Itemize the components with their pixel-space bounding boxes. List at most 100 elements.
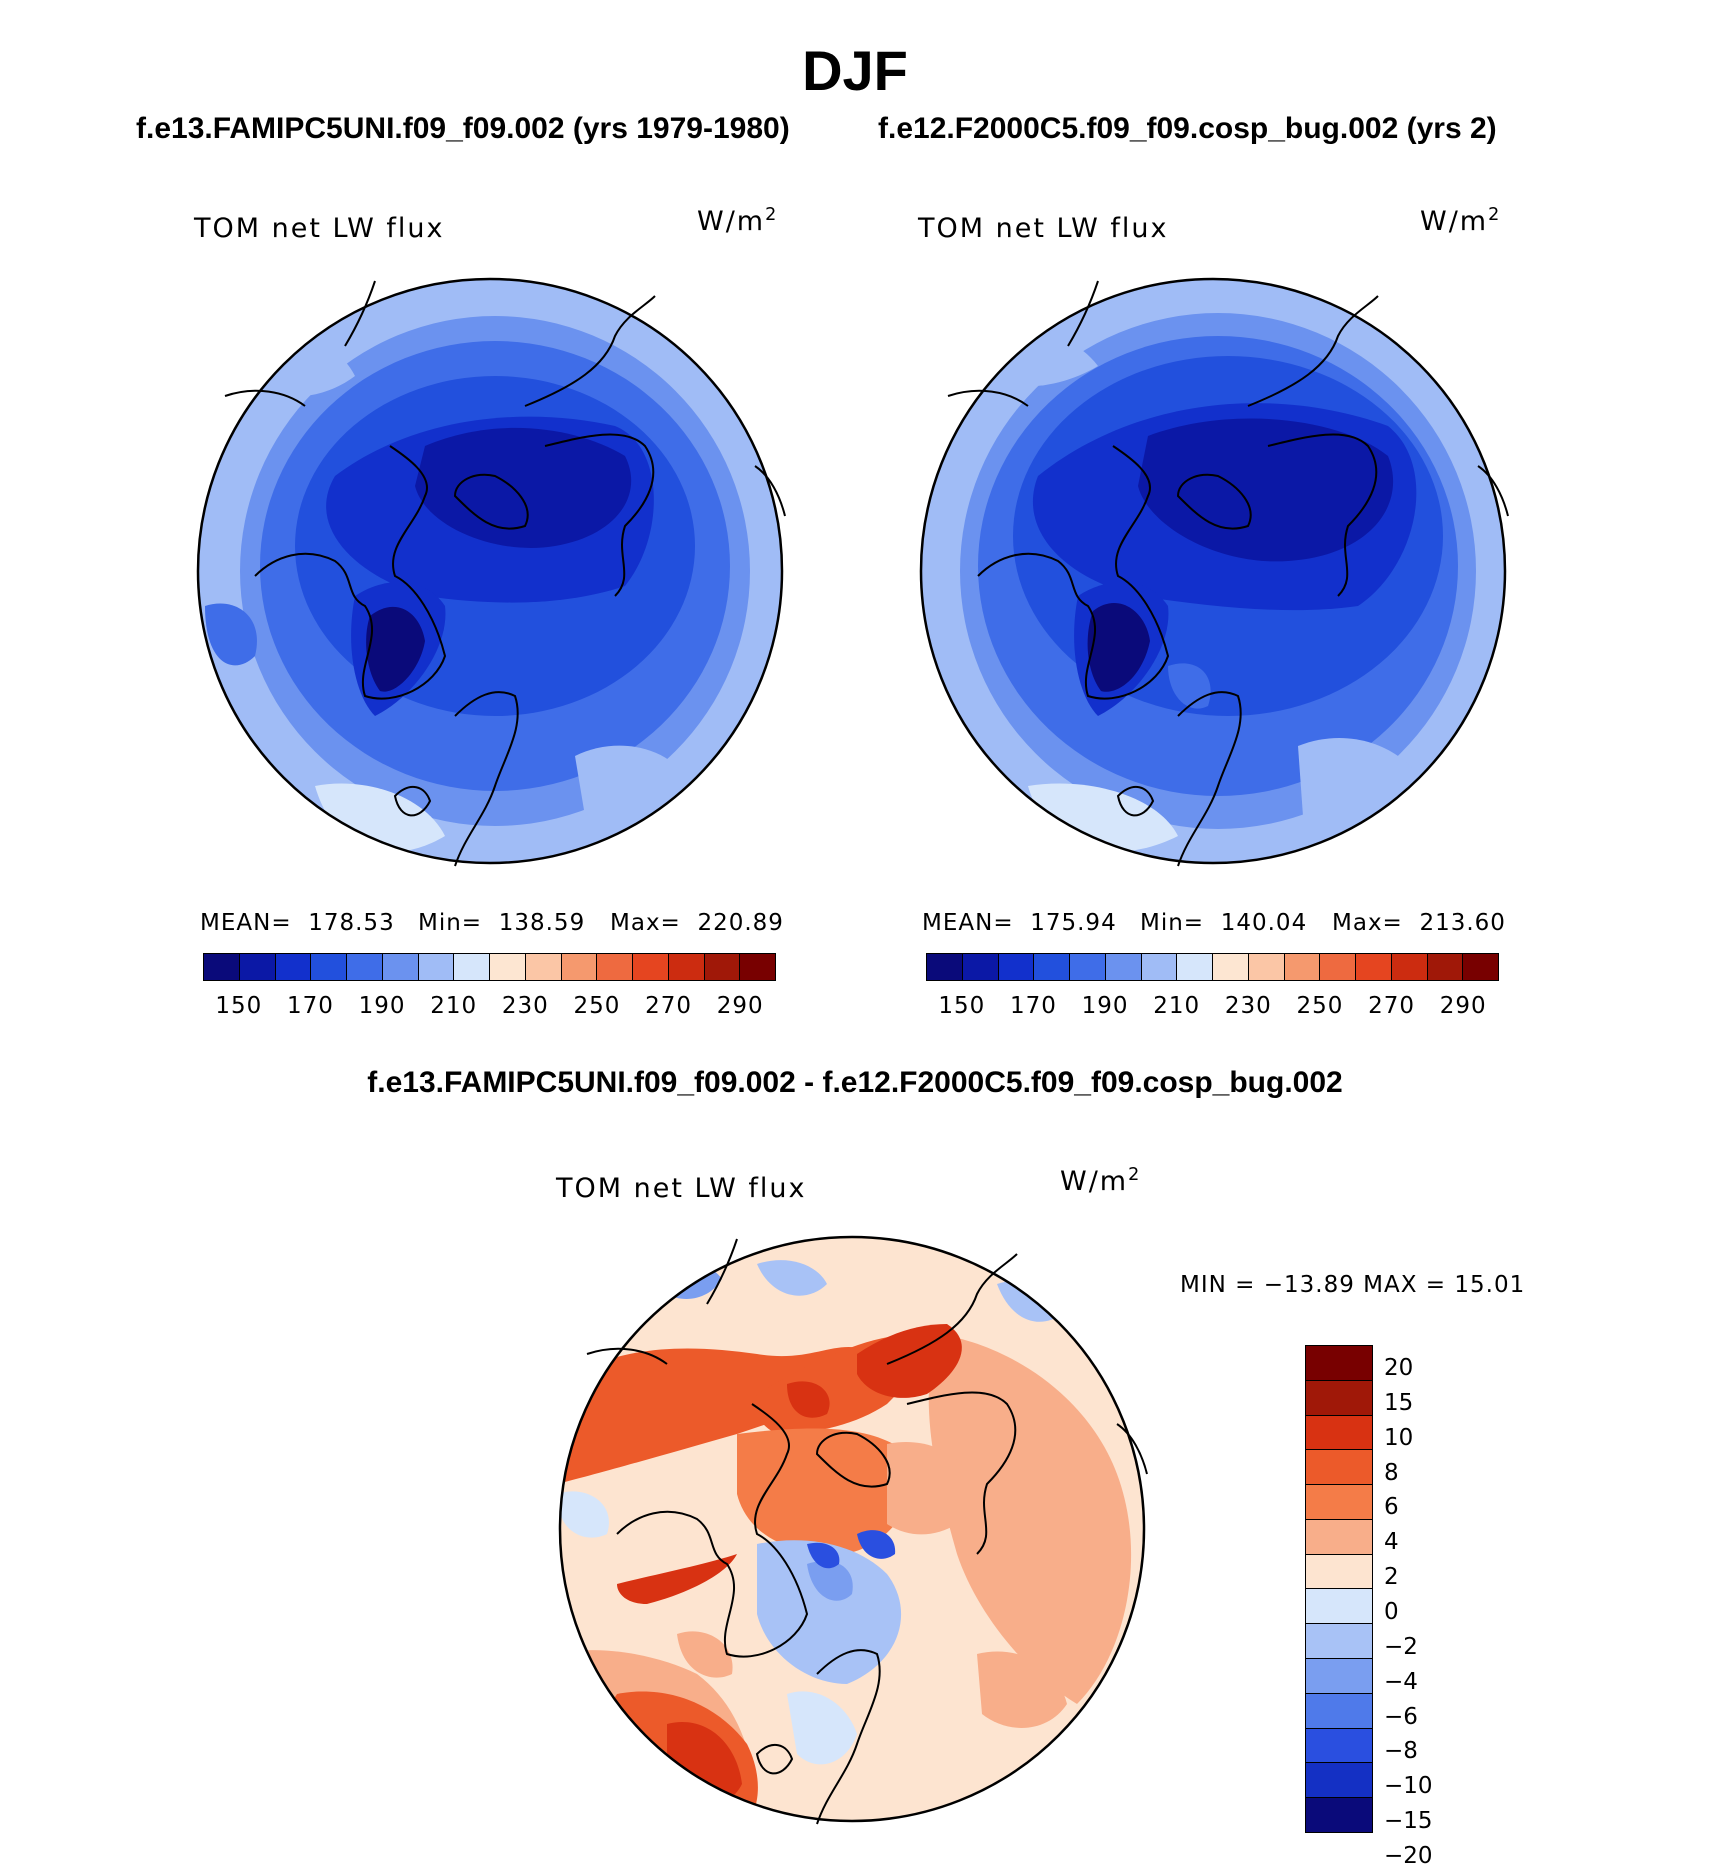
- colorbar-swatch: [1427, 954, 1464, 980]
- colorbar-swatch: [1306, 1798, 1372, 1832]
- colorbar-swatch: [1306, 1519, 1372, 1555]
- right-mean-stat: MEAN= 175.94: [922, 910, 1117, 936]
- colorbar-swatch: [704, 954, 741, 980]
- colorbar-swatch: [1306, 1589, 1372, 1625]
- colorbar-tick-label: 150: [215, 993, 263, 1019]
- colorbar-tick-label: 250: [1296, 993, 1344, 1019]
- diff-polar-map: [558, 1235, 1148, 1825]
- left-polar-map: [196, 277, 786, 867]
- right-polar-map: [919, 277, 1509, 867]
- colorbar-tick-label: 250: [573, 993, 621, 1019]
- colorbar-swatch: [1306, 1693, 1372, 1729]
- colorbar-swatch: [1306, 1659, 1372, 1694]
- colorbar-tick-label: −6: [1384, 1703, 1418, 1730]
- right-colorbar: [926, 953, 1499, 981]
- colorbar-tick-label: −4: [1384, 1668, 1418, 1695]
- colorbar-swatch: [204, 954, 240, 980]
- colorbar-swatch: [239, 954, 276, 980]
- colorbar-swatch: [1391, 954, 1428, 980]
- colorbar-tick-label: 8: [1384, 1459, 1399, 1486]
- colorbar-swatch: [1284, 954, 1321, 980]
- colorbar-swatch: [668, 954, 705, 980]
- colorbar-tick-label: 0: [1384, 1599, 1399, 1625]
- colorbar-swatch: [1034, 954, 1070, 980]
- colorbar-swatch: [275, 954, 312, 980]
- diff-variable-label: TOM net LW flux: [556, 1173, 807, 1204]
- colorbar-swatch: [1463, 954, 1498, 980]
- colorbar-swatch: [454, 954, 490, 980]
- colorbar-tick-label: 10: [1384, 1424, 1414, 1451]
- right-min-stat: Min= 140.04: [1140, 910, 1308, 936]
- colorbar-tick-label: 2: [1384, 1564, 1399, 1591]
- colorbar-swatch: [1070, 954, 1106, 980]
- colorbar-swatch: [633, 954, 669, 980]
- colorbar-tick-label: −15: [1384, 1808, 1433, 1835]
- colorbar-swatch: [740, 954, 775, 980]
- colorbar-swatch: [1306, 1485, 1372, 1520]
- colorbar-swatch: [1248, 954, 1285, 980]
- colorbar-tick-label: 4: [1384, 1529, 1399, 1556]
- colorbar-swatch: [347, 954, 383, 980]
- left-variable-label: TOM net LW flux: [194, 213, 445, 244]
- colorbar-swatch: [1320, 954, 1356, 980]
- colorbar-tick-label: 6: [1384, 1494, 1399, 1521]
- right-variable-label: TOM net LW flux: [918, 213, 1169, 244]
- diff-colorbar: [1305, 1345, 1373, 1833]
- colorbar-tick-label: −2: [1384, 1633, 1418, 1660]
- difference-title: f.e13.FAMIPC5UNI.f09_f09.002 - f.e12.F20…: [367, 1066, 1343, 1099]
- colorbar-swatch: [597, 954, 633, 980]
- colorbar-tick-label: 190: [1081, 993, 1129, 1019]
- colorbar-tick-label: 230: [501, 993, 549, 1019]
- colorbar-swatch: [1356, 954, 1392, 980]
- colorbar-swatch: [1306, 1415, 1372, 1451]
- left-units-label: W/m2: [697, 205, 779, 237]
- colorbar-tick-label: 15: [1384, 1389, 1414, 1416]
- left-max-stat: Max= 220.89: [610, 910, 784, 936]
- colorbar-swatch: [1306, 1763, 1372, 1799]
- colorbar-swatch: [1105, 954, 1142, 980]
- colorbar-swatch: [382, 954, 419, 980]
- diff-units-label: W/m2: [1060, 1165, 1142, 1197]
- colorbar-swatch: [1177, 954, 1213, 980]
- colorbar-swatch: [1141, 954, 1178, 980]
- colorbar-tick-label: 190: [358, 993, 406, 1019]
- colorbar-tick-label: −20: [1384, 1843, 1433, 1869]
- colorbar-tick-label: 170: [1009, 993, 1057, 1019]
- colorbar-swatch: [998, 954, 1035, 980]
- colorbar-swatch: [1306, 1624, 1372, 1660]
- colorbar-swatch: [927, 954, 963, 980]
- colorbar-swatch: [1306, 1450, 1372, 1486]
- colorbar-swatch: [1306, 1380, 1372, 1416]
- colorbar-tick-label: 270: [1368, 993, 1416, 1019]
- colorbar-tick-label: 210: [430, 993, 478, 1019]
- colorbar-swatch: [962, 954, 999, 980]
- colorbar-swatch: [418, 954, 455, 980]
- colorbar-tick-label: −10: [1384, 1773, 1433, 1800]
- right-case-title: f.e12.F2000C5.f09_f09.cosp_bug.002 (yrs …: [878, 112, 1497, 145]
- left-mean-stat: MEAN= 178.53: [200, 910, 395, 936]
- figure-title: DJF: [802, 39, 908, 102]
- colorbar-tick-label: 290: [1439, 993, 1487, 1019]
- right-max-stat: Max= 213.60: [1332, 910, 1506, 936]
- left-case-title: f.e13.FAMIPC5UNI.f09_f09.002 (yrs 1979-1…: [136, 112, 790, 145]
- colorbar-swatch: [561, 954, 598, 980]
- colorbar-swatch: [1306, 1728, 1372, 1764]
- colorbar-tick-label: 150: [938, 993, 986, 1019]
- colorbar-tick-label: 270: [645, 993, 693, 1019]
- colorbar-swatch: [490, 954, 526, 980]
- right-units-label: W/m2: [1420, 205, 1502, 237]
- colorbar-swatch: [1306, 1554, 1372, 1590]
- colorbar-tick-label: 170: [286, 993, 334, 1019]
- colorbar-swatch: [525, 954, 562, 980]
- colorbar-tick-label: 210: [1153, 993, 1201, 1019]
- colorbar-tick-label: 290: [716, 993, 764, 1019]
- colorbar-tick-label: 230: [1224, 993, 1272, 1019]
- colorbar-swatch: [311, 954, 347, 980]
- diff-minmax-stat: MIN = −13.89 MAX = 15.01: [1180, 1272, 1526, 1298]
- left-min-stat: Min= 138.59: [418, 910, 586, 936]
- left-colorbar: [203, 953, 776, 981]
- colorbar-swatch: [1306, 1346, 1372, 1381]
- colorbar-tick-label: −8: [1384, 1738, 1418, 1765]
- colorbar-tick-label: 20: [1384, 1355, 1414, 1381]
- colorbar-swatch: [1213, 954, 1249, 980]
